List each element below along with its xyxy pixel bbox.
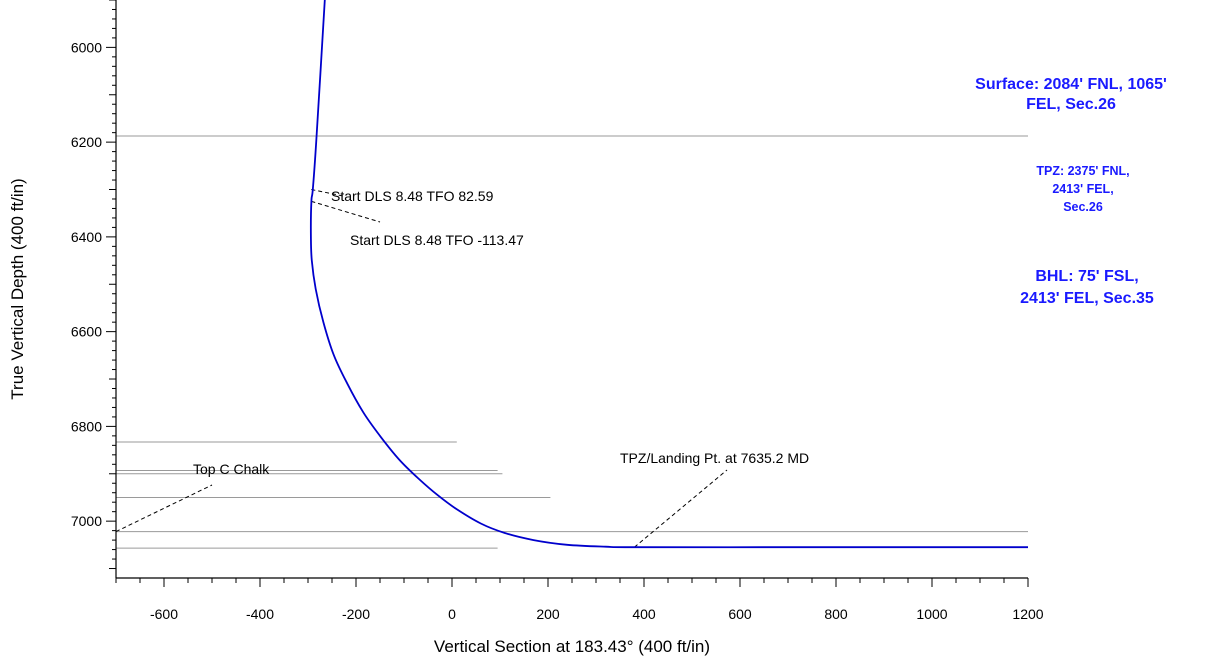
y-tick-label: 6600 [71,324,102,340]
x-tick-label: 200 [536,606,560,622]
x-axis-title: Vertical Section at 183.43° (400 ft/in) [434,637,710,656]
x-tick-label: 0 [448,606,456,622]
x-tick-label: 1200 [1012,606,1043,622]
y-axis-title: True Vertical Depth (400 ft/in) [8,178,27,399]
svg-text:2413' FEL,: 2413' FEL, [1052,182,1113,196]
x-tick-label: 400 [632,606,656,622]
annotations: Start DLS 8.48 TFO 82.59 Start DLS 8.48 T… [193,188,809,477]
tpz-location-note: TPZ: 2375' FNL, 2413' FEL, Sec.26 [1036,164,1129,214]
surface-location-note: Surface: 2084' FNL, 1065' FEL, Sec.26 [975,76,1167,113]
svg-text:Sec.26: Sec.26 [1063,200,1103,214]
svg-text:Surface: 2084' FNL, 1065': Surface: 2084' FNL, 1065' [975,76,1167,93]
annotation-start-dls-113-leader [311,200,381,223]
annotation-leaders [115,189,728,548]
annotation-start-dls-113: Start DLS 8.48 TFO -113.47 [350,232,524,248]
axes [115,0,1028,579]
svg-text:FEL, Sec.26: FEL, Sec.26 [1026,96,1116,113]
annotation-top-c-chalk: Top C Chalk [193,461,270,477]
bhl-location-note: BHL: 75' FSL, 2413' FEL, Sec.35 [1020,268,1154,307]
annotation-landing-point-leader [634,469,728,548]
y-tick-label: 6800 [71,418,102,434]
x-tick-label: 800 [824,606,848,622]
y-tick-label: 6400 [71,229,102,245]
x-ticks: -600 -400 -200 0 200 400 600 800 1000 1200 [115,578,1044,622]
y-ticks: 6000 6200 6400 6600 6800 7000 [71,0,116,570]
annotation-landing-point: TPZ/Landing Pt. at 7635.2 MD [620,450,809,466]
svg-text:2413' FEL, Sec.35: 2413' FEL, Sec.35 [1020,290,1154,307]
svg-text:BHL: 75' FSL,: BHL: 75' FSL, [1035,268,1138,285]
annotation-top-c-chalk-leader [115,484,213,533]
x-tick-label: 600 [728,606,752,622]
annotation-start-dls-82: Start DLS 8.48 TFO 82.59 [331,188,494,204]
x-tick-label: 1000 [916,606,947,622]
x-tick-label: -400 [246,606,274,622]
svg-text:TPZ: 2375' FNL,: TPZ: 2375' FNL, [1036,164,1129,178]
formation-lines [116,135,1028,549]
y-tick-label: 6000 [71,39,102,55]
trajectory-line [309,0,1029,549]
y-tick-label: 7000 [71,513,102,529]
annotation-start-dls-82-leader [311,189,344,197]
x-tick-label: -200 [342,606,370,622]
y-tick-label: 6200 [71,134,102,150]
x-tick-label: -600 [150,606,178,622]
